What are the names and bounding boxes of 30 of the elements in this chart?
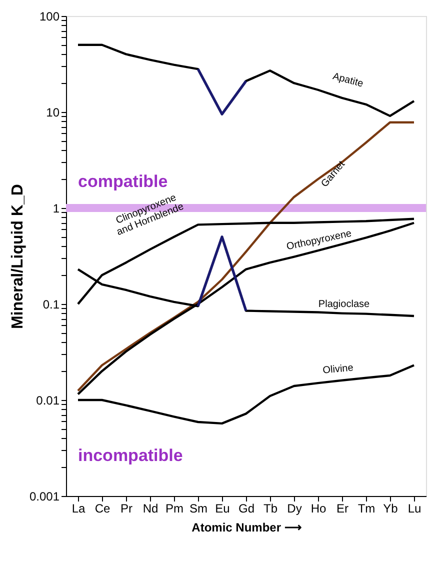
line-series (76, 364, 416, 425)
y-tick-label: 0.01 (36, 394, 60, 408)
y-tick-label: 1 (52, 202, 60, 216)
x-tick-label: Ho (310, 502, 326, 516)
y-tick-label: 10 (46, 106, 60, 120)
x-tick-label: La (72, 502, 86, 516)
y-axis-title: Mineral/Liquid K_D (9, 184, 26, 329)
x-tick-label: Pr (120, 502, 133, 516)
x-tick-label: Lu (408, 502, 422, 516)
series-label: Olivine (322, 362, 354, 376)
x-tick-label: Eu (215, 502, 230, 516)
x-tick-label: Tm (358, 502, 376, 516)
annotation: incompatible (78, 446, 183, 465)
x-tick-label: Dy (287, 502, 302, 516)
x-tick-label: Yb (383, 502, 398, 516)
x-tick-label: Nd (142, 502, 158, 516)
y-tick-label: 100 (39, 10, 60, 24)
x-axis-title: Atomic Number ⟶ (192, 520, 302, 534)
x-tick-label: Sm (190, 502, 208, 516)
text: Apatite (331, 71, 365, 90)
series-label: Plagioclase (318, 299, 370, 310)
x-tick-label: Er (336, 502, 349, 516)
line-series (76, 121, 416, 392)
x-tick-label: Ce (94, 502, 110, 516)
x-tick-label: Pm (166, 502, 184, 516)
y-tick-label: 0.1 (42, 298, 60, 312)
x-tick-label: Gd (238, 502, 255, 516)
y-tick-label: 0.001 (29, 490, 60, 504)
x-tick-label: Tb (263, 502, 278, 516)
annotation: compatible (78, 172, 168, 191)
